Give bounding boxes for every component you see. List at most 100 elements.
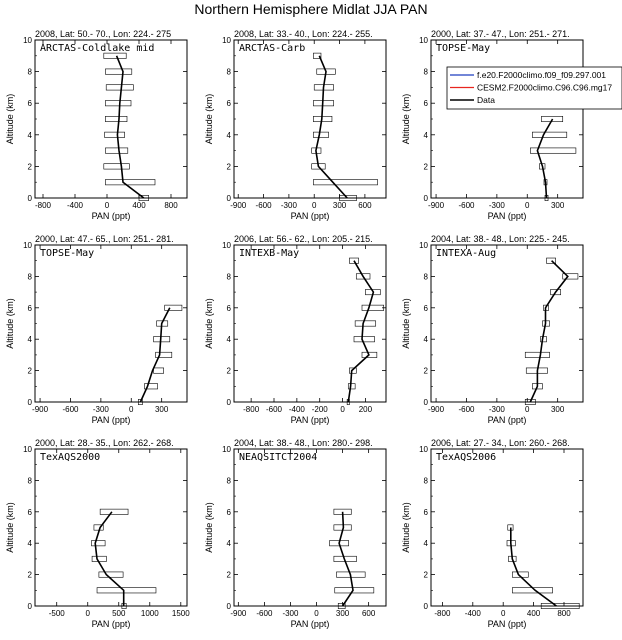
y-tick-label: 6 — [424, 508, 429, 517]
x-tick-label: 0 — [525, 405, 530, 414]
x-tick-label: 300 — [333, 201, 347, 210]
x-tick-label: 500 — [112, 609, 126, 618]
x-axis-label: PAN (ppt) — [488, 619, 527, 629]
x-tick-label: 1500 — [172, 609, 190, 618]
spread-box — [104, 131, 125, 138]
x-tick-label: -200 — [312, 405, 329, 414]
x-tick-label: -500 — [49, 609, 66, 618]
spread-box — [96, 587, 157, 594]
y-axis-label: Altitude (km) — [204, 502, 214, 553]
panel-header: 2000, Lat: 47.- 65., Lon: 251.- 281. — [35, 234, 174, 244]
x-tick-label: -300 — [489, 201, 506, 210]
y-tick-label: 6 — [424, 304, 429, 313]
y-tick-label: 10 — [222, 36, 231, 45]
y-tick-label: 6 — [28, 99, 33, 108]
x-axis-label: PAN (ppt) — [291, 619, 330, 629]
spread-box — [98, 571, 124, 578]
y-tick-label: 0 — [424, 602, 429, 611]
x-tick-label: 0 — [340, 405, 345, 414]
data-profile-line — [509, 527, 557, 607]
spread-box — [339, 195, 357, 201]
y-tick-label: 2 — [424, 162, 429, 171]
spread-box — [530, 147, 577, 154]
data-profile-line — [338, 511, 354, 607]
x-tick-label: -800 — [35, 201, 52, 210]
spread-box — [103, 52, 127, 59]
panel-header: 2006, Lat: 56.- 62., Lon: 205.- 215. — [234, 234, 373, 244]
x-tick-label: 300 — [551, 405, 565, 414]
y-tick-label: 10 — [419, 36, 428, 45]
spread-box — [361, 304, 385, 311]
y-tick-label: 2 — [424, 367, 429, 376]
y-tick-label: 10 — [23, 445, 32, 454]
y-tick-label: 8 — [227, 272, 232, 281]
y-tick-label: 6 — [227, 508, 232, 517]
x-tick-label: -400 — [67, 201, 84, 210]
y-tick-label: 8 — [28, 272, 33, 281]
x-tick-label: 800 — [164, 201, 178, 210]
campaign-label: TOPSE-May — [40, 248, 94, 259]
spread-box — [361, 351, 378, 358]
x-tick-label: -400 — [289, 405, 306, 414]
y-tick-label: 10 — [222, 241, 231, 250]
x-tick-label: -900 — [230, 609, 247, 618]
spread-box — [337, 603, 346, 609]
spread-box — [144, 383, 158, 390]
spread-box — [334, 587, 375, 594]
y-tick-label: 4 — [28, 539, 33, 548]
spread-box — [105, 84, 134, 91]
panel-header: 2008, Lat: 33.- 40., Lon: 224.- 255. — [234, 29, 373, 39]
campaign-label: TexAQS2000 — [40, 452, 100, 463]
x-tick-label: 600 — [358, 201, 372, 210]
spread-box — [349, 257, 359, 264]
spread-box — [138, 399, 143, 405]
spread-box — [313, 131, 329, 138]
spread-box — [103, 163, 130, 170]
panel-header: 2006, Lat: 27.- 34., Lon: 260.- 268. — [431, 438, 570, 448]
spread-box — [105, 100, 132, 107]
y-tick-label: 2 — [28, 162, 33, 171]
y-tick-label: 0 — [28, 602, 33, 611]
x-tick-label: 0 — [525, 201, 530, 210]
y-tick-label: 8 — [424, 476, 429, 485]
panel-8: 2004, Lat: 38.- 48., Lon: 280.- 298. NEAQ… — [204, 438, 387, 629]
y-tick-label: 2 — [227, 162, 232, 171]
y-axis-label: Altitude (km) — [5, 502, 15, 553]
y-tick-label: 4 — [424, 131, 429, 140]
spread-box — [99, 508, 129, 515]
campaign-label: NEAQSITCT2004 — [239, 452, 317, 463]
x-tick-label: 300 — [155, 405, 169, 414]
x-tick-label: 600 — [362, 609, 376, 618]
y-axis-label: Altitude (km) — [401, 502, 411, 553]
x-tick-label: -300 — [489, 405, 506, 414]
y-tick-label: 6 — [424, 99, 429, 108]
panel-header: 2000, Lat: 37.- 47., Lon: 251.- 271. — [431, 29, 570, 39]
y-tick-label: 2 — [424, 571, 429, 580]
x-tick-label: -300 — [282, 609, 299, 618]
x-tick-label: 0 — [105, 201, 110, 210]
spread-box — [91, 540, 106, 547]
spread-box — [562, 273, 579, 280]
x-tick-label: 800 — [557, 609, 571, 618]
panel-6: 2004, Lat: 38.- 48., Lon: 225.- 245. INTE… — [401, 234, 584, 425]
x-tick-label: 0 — [129, 405, 134, 414]
data-profile-line — [347, 260, 375, 403]
campaign-label: ARCTAS-Coldlake mid — [40, 43, 154, 54]
x-tick-label: -900 — [32, 405, 49, 414]
panel-header: 2004, Lat: 38.- 48., Lon: 225.- 245. — [431, 234, 570, 244]
x-tick-label: 0 — [314, 609, 319, 618]
x-tick-label: -800 — [434, 609, 451, 618]
panel-2: 2008, Lat: 33.- 40., Lon: 224.- 255. ARCT… — [204, 29, 387, 221]
panel-3: 2000, Lat: 37.- 47., Lon: 251.- 271. TOPS… — [401, 29, 584, 221]
spread-box — [524, 351, 550, 358]
x-axis-label: PAN (ppt) — [92, 619, 131, 629]
y-tick-label: 4 — [424, 539, 429, 548]
panel-header: 2008, Lat: 50.- 70., Lon: 224.- 275 — [35, 29, 171, 39]
x-tick-label: 300 — [551, 201, 565, 210]
x-tick-label: -900 — [428, 405, 445, 414]
y-axis-label: Altitude (km) — [204, 94, 214, 145]
legend-label-1: f.e20.F2000climo.f09_f09.297.001 — [477, 70, 606, 80]
spread-box — [313, 179, 378, 186]
spread-box — [91, 555, 107, 562]
legend: f.e20.F2000climo.f09_f09.297.001 CESM2.F2… — [446, 66, 622, 110]
